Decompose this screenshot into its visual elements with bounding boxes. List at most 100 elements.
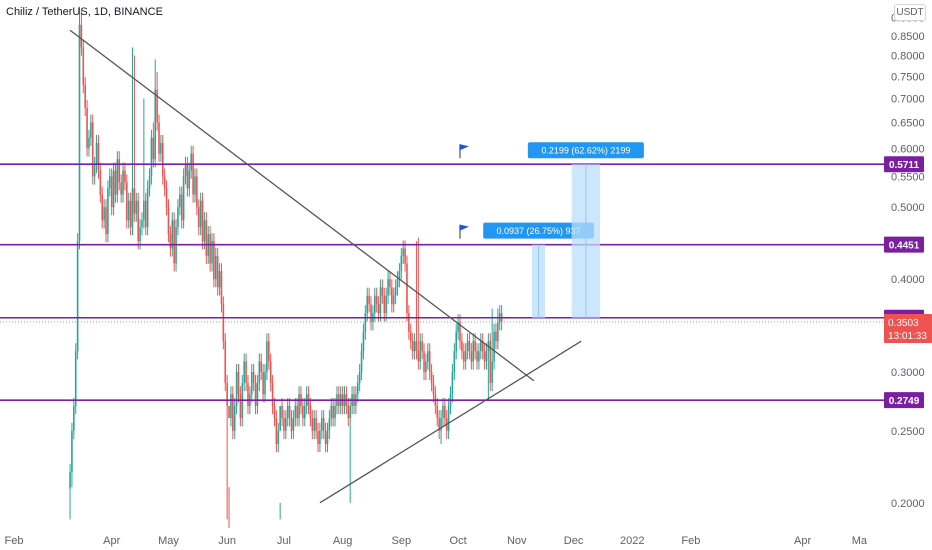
candle-body [472, 341, 475, 362]
candle-body [161, 142, 164, 177]
candle [91, 114, 94, 185]
candle-body [309, 405, 312, 419]
candle [468, 333, 471, 360]
candle-body [118, 159, 121, 183]
measurements[interactable]: 0.0937 (26.75%) 937 0.2199 (62.62%) 2199 [459, 142, 644, 318]
candle [296, 398, 298, 427]
candle [413, 333, 416, 360]
candle-body [440, 418, 442, 431]
candle-body [262, 371, 264, 395]
candle [118, 151, 121, 191]
price-tick-label: 0.8500 [891, 31, 925, 43]
candle [203, 212, 206, 250]
candle [88, 129, 90, 157]
candle [391, 279, 393, 313]
candle [474, 333, 476, 360]
candle-body [133, 188, 136, 214]
candle [95, 134, 98, 174]
candle-body [256, 382, 259, 406]
candle-body [110, 176, 113, 208]
candle [464, 343, 467, 370]
candle-body [144, 200, 147, 228]
candle-body [158, 122, 160, 154]
candle [285, 410, 287, 439]
time-tick-label: Nov [507, 535, 527, 547]
price-tick-label: 0.3000 [891, 367, 925, 379]
candle [179, 186, 181, 216]
candle [283, 410, 285, 439]
candle [194, 168, 196, 203]
candle-body [313, 418, 316, 431]
candle-body [303, 405, 306, 419]
candle [309, 398, 312, 427]
candle [205, 212, 208, 264]
candle-body [464, 351, 467, 362]
candle-body [347, 405, 350, 419]
candle-body [273, 405, 276, 419]
candle [197, 199, 200, 236]
candle [260, 353, 263, 381]
candle [232, 386, 234, 439]
candle [319, 422, 321, 453]
candle-body [86, 107, 88, 149]
candle [427, 343, 429, 370]
candle [470, 343, 473, 370]
candle [366, 287, 369, 322]
candle-body [485, 351, 488, 362]
candle-body [139, 227, 141, 242]
candle-body [99, 170, 102, 195]
candle-body [281, 405, 283, 419]
candle-body [423, 351, 425, 372]
candle-body [455, 331, 457, 352]
candle-body [324, 430, 327, 445]
candle [199, 192, 202, 236]
candle [417, 237, 420, 370]
candle-body [120, 182, 122, 195]
candle [356, 374, 359, 403]
candle [453, 343, 456, 381]
candle [493, 323, 495, 370]
time-tick-label: Feb [5, 535, 24, 547]
candle-body [101, 194, 104, 221]
candle [256, 374, 259, 415]
candle-body [315, 418, 317, 431]
candle-body [73, 405, 75, 431]
price-tick-label: 0.6500 [891, 117, 925, 129]
currency-button[interactable]: USDT [894, 4, 926, 21]
candle [144, 192, 147, 236]
candle [383, 287, 386, 322]
candle [211, 233, 213, 272]
candle [381, 279, 384, 304]
time-axis [0, 528, 932, 550]
candle-body [466, 341, 469, 352]
candle-body [425, 361, 427, 372]
candle-body [93, 164, 96, 177]
measure-label: 0.2199 (62.62%) 2199 [541, 146, 630, 156]
horizontal-levels[interactable] [0, 163, 884, 401]
measure-tag [483, 222, 594, 239]
candle [228, 405, 230, 528]
candle [480, 333, 482, 360]
candle-body [266, 341, 268, 372]
candle-body [179, 194, 181, 208]
candle [495, 323, 497, 350]
candle [258, 353, 261, 392]
candle-body [497, 322, 499, 342]
trendline [319, 340, 582, 504]
trendlines[interactable] [69, 29, 582, 504]
candle [233, 398, 236, 439]
time-tick-label: Jun [218, 535, 236, 547]
candle [360, 343, 363, 381]
candle [334, 398, 336, 427]
candle [375, 287, 378, 313]
candle-body [180, 194, 183, 221]
candle-body [415, 341, 418, 352]
candle-body [453, 351, 456, 372]
candle [421, 333, 423, 360]
candle-body [190, 153, 192, 171]
candle [171, 212, 174, 257]
candle [110, 168, 113, 216]
candle [154, 59, 157, 168]
candle-body [146, 188, 149, 228]
